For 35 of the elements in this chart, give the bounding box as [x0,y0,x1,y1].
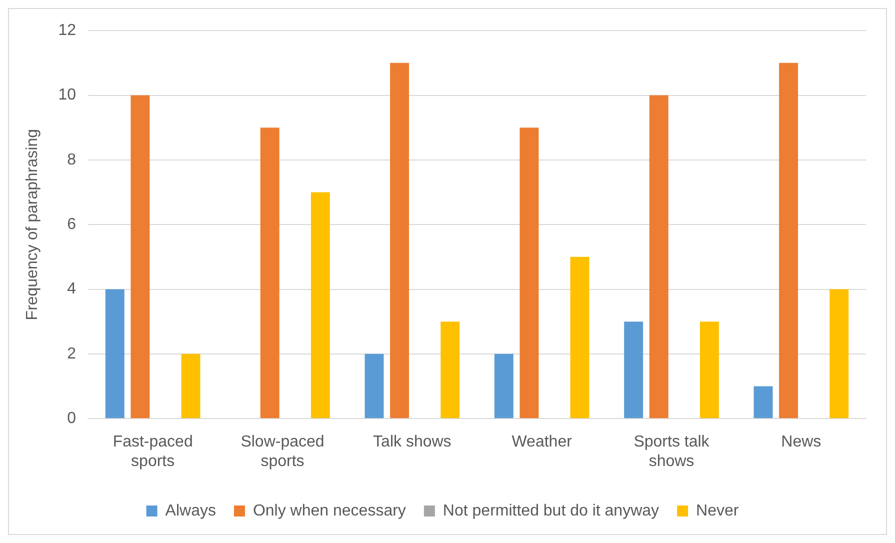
y-tick-label: 6 [67,216,76,234]
bar [310,192,330,418]
legend-label: Not permitted but do it anyway [442,502,660,520]
bar [130,95,150,418]
y-tick-label: 10 [58,86,76,104]
bar [260,128,280,418]
legend-label: Only when necessary [252,502,406,520]
bar [494,354,514,418]
y-tick-label: 12 [58,22,76,40]
bar [181,354,200,418]
bar [754,386,773,418]
y-axis-title: Frequency of paraphrasing [24,128,42,320]
bar [779,62,798,418]
y-tick-label: 8 [67,151,76,168]
bar [440,322,460,418]
bar [624,322,644,418]
x-tick-label: Fast-paced sports [112,434,193,470]
y-tick-label: 0 [67,410,76,428]
x-tick-label: Sports talk shows [634,434,710,470]
bar [570,256,590,418]
bar [364,354,384,418]
legend-label: Never [696,502,740,520]
x-tick-label: Slow-paced sports [240,434,324,470]
bar [390,62,410,418]
legend-label: Always [165,502,216,520]
bar [105,289,124,418]
bar [649,95,668,418]
bar [830,289,849,418]
x-tick-label: News [781,434,822,451]
y-tick-label: 2 [67,345,76,362]
x-tick-label: Talk shows [373,434,452,451]
bar [520,128,539,418]
x-tick-label: Weather [512,434,573,451]
bar [700,322,719,418]
y-tick-label: 4 [67,280,76,298]
